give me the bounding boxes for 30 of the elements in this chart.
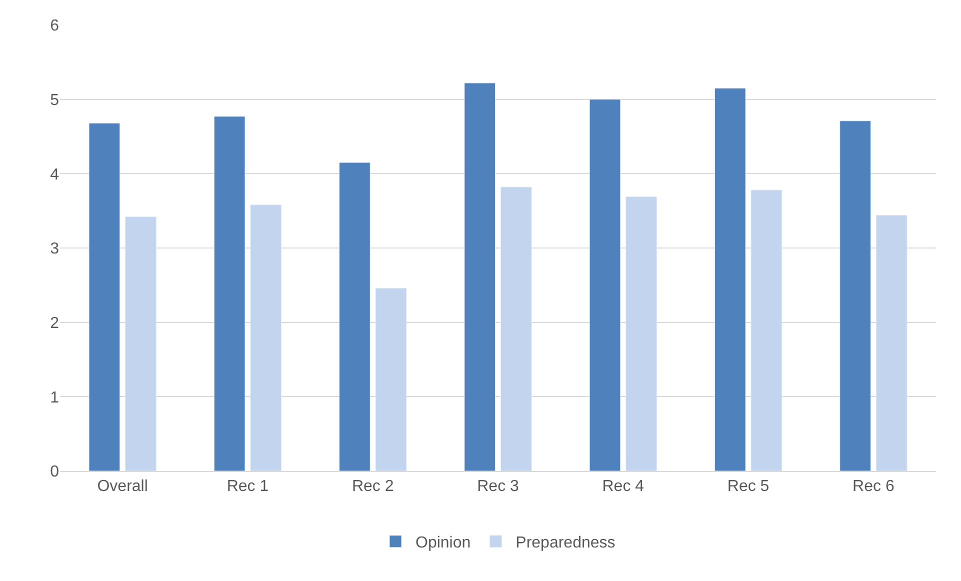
bar <box>500 186 532 471</box>
bar <box>375 288 407 471</box>
bar <box>464 82 496 471</box>
y-tick-label: 6 <box>50 18 60 35</box>
legend-label: Opinion <box>416 534 471 552</box>
y-tick-label: 5 <box>50 92 60 109</box>
y-tick-label: 4 <box>50 166 60 184</box>
y-tick-label: 1 <box>50 389 60 406</box>
x-tick-label: Rec 5 <box>727 478 770 496</box>
y-tick-label: 2 <box>50 314 60 332</box>
bar <box>714 88 746 471</box>
legend-label: Preparedness <box>516 534 616 552</box>
bar <box>589 99 621 471</box>
bar <box>88 122 120 471</box>
bar <box>339 162 370 471</box>
x-tick-label: Rec 4 <box>602 478 644 496</box>
x-tick-label: Rec 2 <box>352 478 394 496</box>
bar <box>125 216 156 471</box>
bar <box>840 120 871 471</box>
x-tick-label: Rec 3 <box>477 478 519 496</box>
x-tick-label: Overall <box>97 478 148 496</box>
y-tick-label: 0 <box>50 464 60 481</box>
y-tick-label: 3 <box>50 240 60 258</box>
bar <box>214 116 246 471</box>
bar <box>626 196 657 471</box>
bar <box>750 190 782 471</box>
x-tick-label: Rec 1 <box>226 478 269 496</box>
bar <box>250 204 282 471</box>
bar <box>876 215 908 471</box>
x-tick-label: Rec 6 <box>852 478 894 496</box>
